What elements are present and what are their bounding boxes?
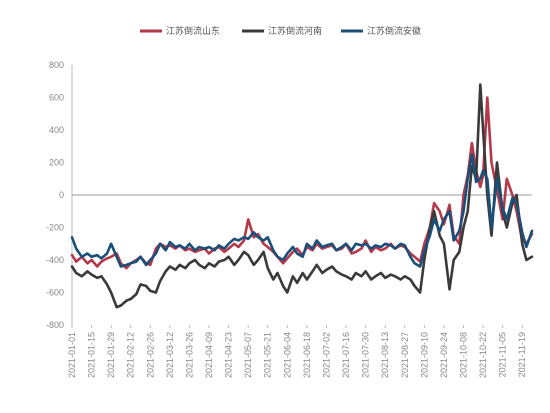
x-tick-label: 2021-01-29 xyxy=(106,332,116,378)
y-tick-label: 0 xyxy=(59,190,64,200)
y-tick-label: -200 xyxy=(46,223,64,233)
x-tick-label: 2021-04-09 xyxy=(204,332,214,378)
x-tick-label: 2021-02-26 xyxy=(145,332,155,378)
y-tick-label: -400 xyxy=(46,255,64,265)
x-tick-label: 2021-07-16 xyxy=(341,332,351,378)
x-tick-label: 2021-11-05 xyxy=(498,332,508,377)
x-tick-label: 2021-08-13 xyxy=(380,332,390,378)
series-line-1 xyxy=(70,83,534,309)
legend-label: 江苏倒流河南 xyxy=(268,25,322,36)
x-tick-label: 2021-07-30 xyxy=(361,332,371,378)
x-tick-label: 2021-01-01 xyxy=(67,332,77,378)
series-line-2 xyxy=(70,153,534,268)
x-tick-label: 2021-03-26 xyxy=(184,332,194,378)
legend: 江苏倒流山东 江苏倒流河南 江苏倒流安徽 xyxy=(140,25,421,36)
x-tick-label: 2021-11-19 xyxy=(517,332,527,377)
y-tick-label: -600 xyxy=(46,288,64,298)
x-tick-label: 2021-06-18 xyxy=(302,332,312,378)
x-tick-label: 2021-02-12 xyxy=(126,332,136,378)
x-tick-label: 2021-10-08 xyxy=(458,332,468,378)
x-tick-label: 2021-06-04 xyxy=(282,332,292,378)
y-tick-label: 600 xyxy=(49,93,64,103)
legend-label: 江苏倒流安徽 xyxy=(367,25,421,36)
y-tick-label: 800 xyxy=(49,60,64,70)
legend-label: 江苏倒流山东 xyxy=(166,25,220,36)
x-tick-label: 2021-05-21 xyxy=(263,332,273,378)
y-axis: -800 -600 -400 -200 0 200 400 600 800 xyxy=(46,60,73,330)
x-axis: 2021-01-01 2021-01-15 2021-01-29 2021-02-12… xyxy=(67,325,527,378)
x-tick-label: 2021-07-02 xyxy=(321,332,331,378)
y-tick-label: 200 xyxy=(49,158,64,168)
x-tick-label: 2021-03-12 xyxy=(165,332,175,378)
x-tick-label: 2021-09-24 xyxy=(439,332,449,378)
x-tick-label: 2021-09-10 xyxy=(419,332,429,378)
y-tick-label: -800 xyxy=(46,320,64,330)
x-tick-label: 2021-05-07 xyxy=(243,332,253,378)
x-tick-label: 2021-08-27 xyxy=(400,332,410,378)
x-tick-label: 2021-10-22 xyxy=(478,332,488,378)
x-tick-label: 2021-04-23 xyxy=(224,332,234,378)
series-line-0 xyxy=(70,96,534,270)
x-tick-label: 2021-01-15 xyxy=(87,332,97,378)
y-tick-label: 400 xyxy=(49,125,64,135)
plot-area xyxy=(70,83,534,309)
